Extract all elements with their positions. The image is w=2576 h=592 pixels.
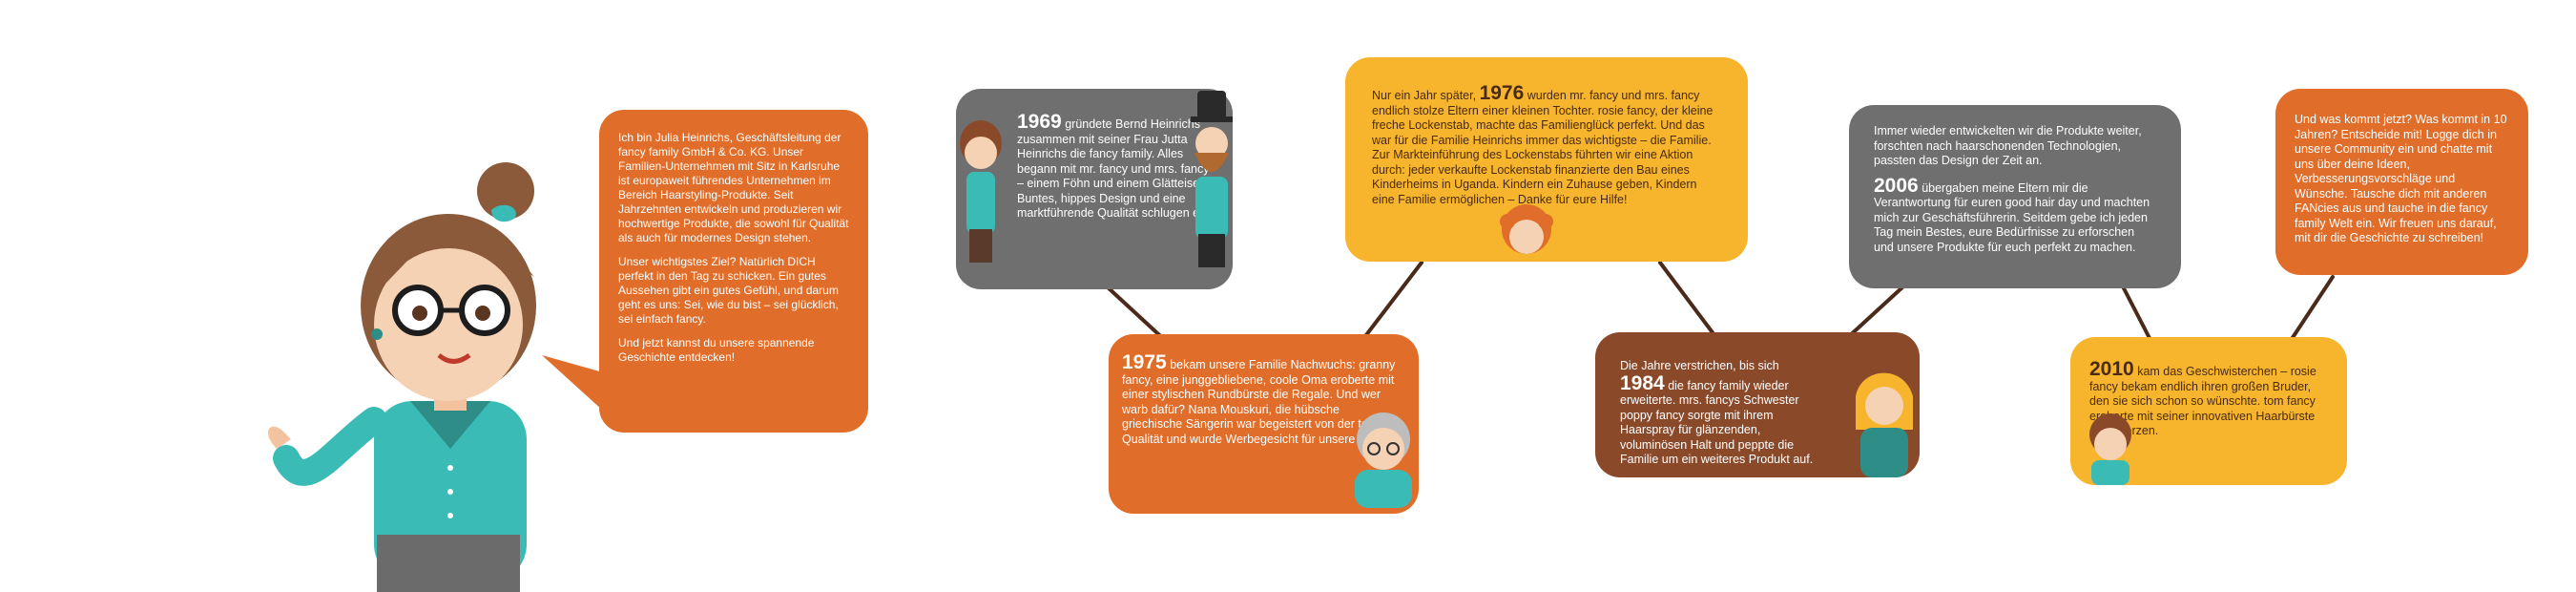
future-bubble: Und was kommt jetzt? Was kommt in 10 Jah… xyxy=(2275,89,2528,275)
event-year: 2010 xyxy=(2089,358,2134,380)
connector-1975-1976 xyxy=(1358,261,1423,346)
event-year: 1984 xyxy=(1620,371,1665,394)
event-2006-bubble: Immer wieder entwickelten wir die Produk… xyxy=(1849,105,2181,288)
event-year: 1969 xyxy=(1017,111,1062,133)
future-text: Und was kommt jetzt? Was kommt in 10 Jah… xyxy=(2295,113,2507,244)
intro-paragraph-2: Unser wichtigstes Ziel? Natürlich DICH p… xyxy=(618,255,839,326)
event-year: 2006 xyxy=(1874,174,1919,197)
event-year: 1975 xyxy=(1122,351,1167,373)
event-text: wurden mr. fancy und mrs. fancy endlich … xyxy=(1372,89,1714,206)
event-pre-text: Nur ein Jahr später, xyxy=(1372,89,1477,102)
event-intro-text: Immer wieder entwickelten wir die Produk… xyxy=(1874,124,2142,167)
event-1969-bubble: 1969 gründete Bernd Heinrichs zusammen m… xyxy=(956,89,1233,289)
connector-2010-future xyxy=(2288,275,2335,344)
intro-paragraph-1: Ich bin Julia Heinrichs, Geschäftsleitun… xyxy=(618,131,849,244)
event-text: gründete Bernd Heinrichs zusammen mit se… xyxy=(1017,117,1213,220)
intro-bubble: Ich bin Julia Heinrichs, Geschäftsleitun… xyxy=(599,110,868,433)
event-pre-text: Die Jahre verstrichen, bis sich xyxy=(1620,359,1779,372)
connector-1984-2006 xyxy=(1844,285,1905,341)
connector-1976-1984 xyxy=(1658,261,1719,341)
event-text: bekam unsere Familie Nachwuchs: granny f… xyxy=(1122,358,1402,446)
connector-2006-2010 xyxy=(2121,285,2153,344)
event-text: die fancy family wieder erweiterte. mrs.… xyxy=(1620,378,1814,467)
event-text: übergaben meine Eltern mir die Verantwor… xyxy=(1874,180,2150,254)
event-year: 1976 xyxy=(1479,82,1525,104)
intro-paragraph-3: Und jetzt kannst du unsere spannende Ges… xyxy=(618,336,815,364)
